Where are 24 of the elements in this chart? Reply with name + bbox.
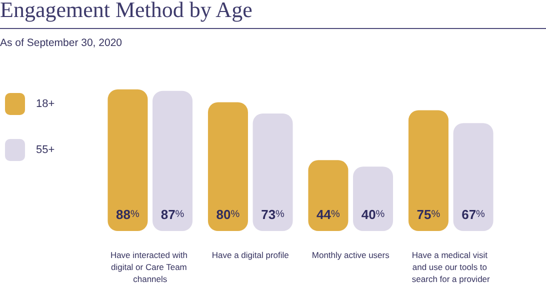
data-label: 80% (216, 207, 240, 222)
x-tick-label: Have a digital profile (212, 250, 290, 260)
bar (353, 166, 394, 231)
bar (453, 123, 494, 231)
bar (308, 160, 348, 231)
chart-subtitle: As of September 30, 2020 (0, 37, 122, 49)
legend-label: 18+ (36, 98, 55, 110)
data-label: 73% (261, 207, 285, 222)
bar (208, 102, 248, 231)
bar (152, 90, 193, 231)
bar (408, 110, 448, 231)
x-tick-label: Have a medical visit and use our tools to search for a provider (412, 250, 490, 284)
chart-title: Engagement Method by Age (0, 0, 252, 23)
data-label: 75% (416, 207, 440, 222)
legend-label: 55+ (36, 144, 55, 156)
data-label: 87% (160, 207, 184, 222)
data-label: 67% (462, 207, 486, 222)
bar (108, 89, 148, 231)
x-tick-label: Monthly active users (312, 250, 390, 260)
data-label: 44% (316, 207, 340, 222)
bar (252, 113, 293, 231)
x-tick-label: Have interacted with digital or Care Team channels (110, 250, 190, 284)
data-label: 88% (116, 207, 140, 222)
data-label: 40% (361, 207, 385, 222)
